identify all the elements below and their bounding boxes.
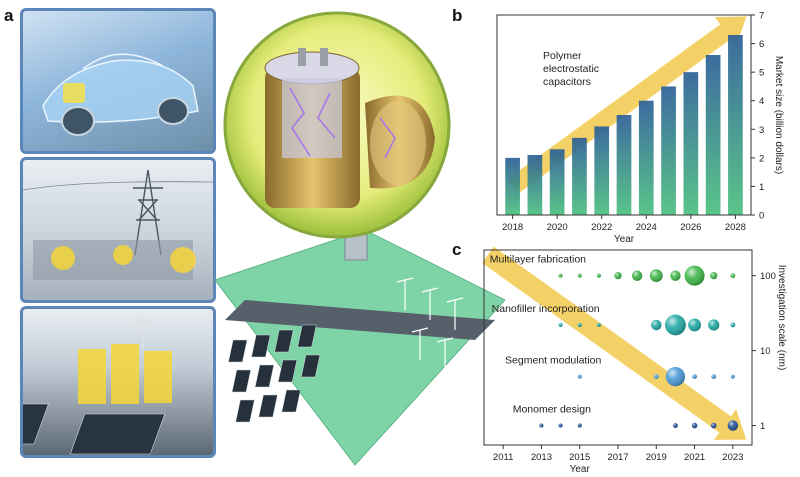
trend-arrow: [507, 16, 747, 194]
bar-2020: [549, 149, 565, 215]
solar-panel-icon: [23, 314, 172, 455]
bubble-highlight: [596, 322, 601, 327]
bubble-highlight: [691, 422, 698, 429]
y-tick-label: 100: [760, 271, 776, 282]
bubble-highlight: [730, 273, 736, 279]
solar-farm-illustration: [20, 306, 216, 458]
x-tick-label: 2024: [636, 222, 657, 233]
car-icon: [42, 53, 199, 136]
bubble-highlight: [596, 273, 601, 278]
bar-2021: [572, 137, 587, 215]
bubble-highlight: [710, 422, 717, 429]
power-grid-illustration: [20, 157, 216, 303]
electric-car-illustration: [20, 8, 216, 154]
y-tick-label: 5: [759, 68, 764, 79]
bubble-highlight: [688, 318, 701, 332]
transmission-tower-icon: [23, 169, 213, 280]
bubble-highlight: [649, 269, 663, 283]
bar-2018: [505, 157, 520, 215]
bar-2025: [661, 86, 676, 215]
y-tick-label: 7: [759, 11, 764, 22]
x-tick-label: 2021: [684, 452, 705, 463]
y-tick-label: 2: [759, 153, 764, 164]
series-label: Multilayer fabrication: [490, 254, 586, 266]
x-tick-label: 2017: [607, 452, 628, 463]
bar-2028: [728, 35, 743, 215]
x-tick-label: 2019: [646, 452, 667, 463]
x-tick-label: 2028: [725, 222, 746, 233]
series-label: Monomer design: [513, 404, 591, 416]
x-tick-label: 2022: [591, 222, 612, 233]
bubble-highlight: [730, 322, 736, 328]
x-tick-label: 2011: [493, 452, 513, 463]
trend-arrow: [482, 246, 747, 440]
bar-2019: [527, 155, 543, 215]
bubble-highlight: [631, 270, 643, 281]
bubble-highlight: [577, 423, 582, 428]
x-tick-label: 2026: [680, 222, 701, 233]
bubble-highlight: [558, 423, 563, 428]
bubble-highlight: [692, 374, 697, 379]
x-tick-label: 2013: [531, 452, 552, 463]
y-axis-label: Investigation scale (nm): [776, 265, 787, 371]
bubble-highlight: [539, 423, 544, 428]
y-tick-label: 10: [760, 346, 771, 357]
y-tick-label: 1: [759, 182, 764, 193]
bar-2022: [594, 126, 610, 215]
bubble-highlight: [711, 374, 717, 379]
bubble-highlight: [577, 374, 582, 379]
chart-annotation: Polymer electrostatic capacitors: [543, 50, 599, 88]
capacitor-magnified-illustration: [223, 11, 451, 239]
bubble-highlight: [665, 366, 686, 387]
bar-2023: [616, 115, 632, 215]
y-tick-label: 3: [759, 125, 764, 136]
panel-label-b: b: [452, 6, 463, 25]
bar-2027: [705, 55, 721, 215]
bubble-highlight: [577, 273, 582, 278]
x-axis-label: Year: [614, 234, 635, 245]
bubble-highlight: [673, 423, 678, 428]
x-tick-label: 2023: [722, 452, 743, 463]
bubble-highlight: [651, 319, 662, 331]
bubble-highlight: [614, 272, 622, 280]
series-label: Segment modulation: [505, 355, 601, 367]
bubble-highlight: [684, 265, 705, 286]
x-tick-label: 2015: [569, 452, 590, 463]
bubble-highlight: [558, 273, 563, 278]
plot-frame: [496, 14, 752, 216]
bubble-highlight: [665, 314, 686, 336]
investigation-scale-bubble-chart: 2011 2013 2015 2017 2019 2021 2023 1 10 100 Multi…: [482, 246, 787, 475]
y-tick-label: 1: [760, 421, 765, 432]
y-tick-label: 4: [759, 96, 764, 107]
market-size-bar-chart: 2018 2020 2022 2024 2026 2028 0 1 2 3 4 5 6 7 Polymer…: [496, 11, 784, 245]
bubble-highlight: [730, 374, 735, 379]
bubble-highlight: [710, 272, 718, 280]
bubble-highlight: [727, 420, 739, 431]
panel-label-c: c: [452, 240, 462, 259]
y-tick-label: 6: [759, 39, 764, 50]
bubble-highlight: [670, 270, 681, 281]
x-tick-label: 2020: [547, 222, 568, 233]
energy-city-illustration: [214, 214, 505, 466]
x-tick-label: 2018: [502, 222, 523, 233]
x-axis-label: Year: [570, 464, 591, 475]
series-label: Nanofiller incorporation: [492, 303, 600, 315]
bubble-highlight: [577, 322, 582, 327]
panel-label-a: a: [4, 6, 14, 25]
y-axis-label: Market size (billion dollars): [773, 56, 784, 174]
bar-2024: [638, 100, 654, 215]
bubble-highlight: [653, 374, 659, 379]
y-tick-label: 0: [759, 211, 764, 222]
bubble-highlight: [708, 319, 720, 331]
bar-2026: [683, 72, 699, 216]
bubble-highlight: [558, 322, 563, 327]
